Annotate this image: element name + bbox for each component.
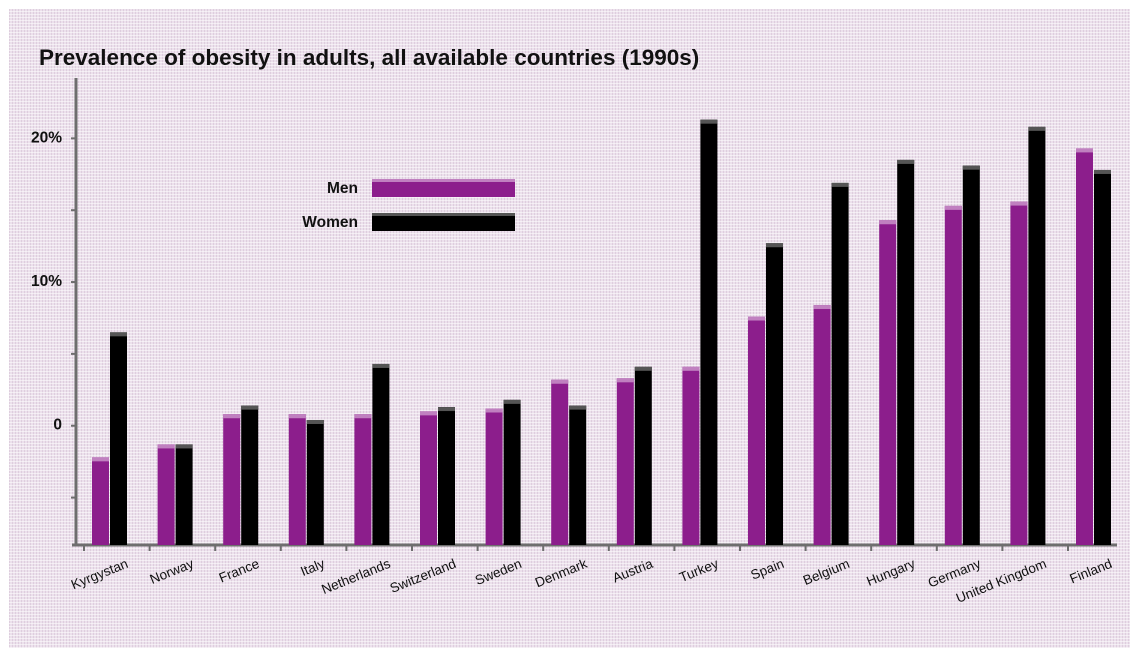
bar-top-highlight <box>944 205 962 210</box>
bar-men <box>485 408 503 545</box>
bar-men <box>420 411 437 545</box>
chart-frame: Prevalence of obesity in adults, all ava… <box>9 9 1130 648</box>
bar-top-highlight <box>503 399 521 404</box>
legend-swatch-men <box>372 179 515 197</box>
bar-top-highlight <box>897 159 915 164</box>
x-category-label: Italy <box>298 556 327 579</box>
bar-top-highlight <box>682 366 700 371</box>
bar-women <box>503 399 521 545</box>
bar-top-highlight <box>879 220 897 225</box>
bar-women <box>438 407 455 545</box>
bar-men <box>748 316 765 545</box>
bar-top-highlight <box>813 305 831 310</box>
bar-women <box>372 363 390 545</box>
bar-top-highlight <box>1094 169 1111 174</box>
y-tick-label: 10% <box>31 273 62 290</box>
legend-swatch-women <box>372 213 515 231</box>
bar-women <box>962 165 980 545</box>
bar-women <box>175 444 193 545</box>
legend-label-women: Women <box>302 214 358 231</box>
legend-label-men: Men <box>327 180 358 197</box>
bar-top-highlight <box>748 316 765 321</box>
bar-top-highlight <box>438 407 455 412</box>
bar-men <box>944 205 962 545</box>
bar-women <box>569 405 587 545</box>
bar-top-highlight <box>354 414 372 419</box>
bar-top-highlight <box>700 119 718 124</box>
legend-swatch-highlight <box>372 213 515 216</box>
bar-men <box>157 444 175 545</box>
bar-top-highlight <box>157 444 175 449</box>
bar-women <box>634 366 652 545</box>
x-category-label: Finland <box>1067 556 1114 586</box>
bar-top-highlight <box>110 332 127 337</box>
bar-men <box>879 220 897 546</box>
bar-top-highlight <box>1010 201 1028 206</box>
bar-top-highlight <box>306 419 324 424</box>
bar-men <box>1010 201 1028 545</box>
bar-women <box>1028 126 1046 546</box>
bar-top-highlight <box>616 378 634 383</box>
bar-women <box>700 119 718 545</box>
x-category-label: Turkey <box>677 556 721 585</box>
bar-top-highlight <box>1028 126 1046 131</box>
x-category-label: Kyrgystan <box>69 556 130 592</box>
bar-women <box>241 405 259 545</box>
bar-women <box>897 159 915 546</box>
bar-women <box>110 332 127 545</box>
bar-top-highlight <box>569 405 587 410</box>
bar-top-highlight <box>634 366 652 371</box>
bar-men <box>92 457 109 545</box>
x-category-label: Hungary <box>864 556 917 589</box>
bar-women <box>831 182 849 545</box>
bar-top-highlight <box>175 444 193 449</box>
bar-top-highlight <box>420 411 437 416</box>
x-category-label: Belgium <box>801 556 852 588</box>
x-category-label: Sweden <box>473 556 524 588</box>
x-category-label: France <box>217 556 262 586</box>
legend-swatch-highlight <box>372 179 515 182</box>
bar-men <box>288 414 306 545</box>
x-category-label: Norway <box>148 556 196 587</box>
y-tick-label: 20% <box>31 129 62 146</box>
chart-title: Prevalence of obesity in adults, all ava… <box>39 45 700 70</box>
bar-top-highlight <box>551 379 569 384</box>
bar-women <box>766 243 783 545</box>
bar-top-highlight <box>1076 148 1093 153</box>
bar-men <box>616 378 634 545</box>
bar-women <box>306 419 324 545</box>
x-category-label: Netherlands <box>319 556 392 597</box>
y-tick-label: 0 <box>53 417 62 434</box>
bar-top-highlight <box>92 457 109 462</box>
x-category-label: Austria <box>610 556 655 586</box>
bar-top-highlight <box>766 243 783 248</box>
bar-men <box>551 379 569 545</box>
bar-men <box>223 414 241 545</box>
x-category-label: Denmark <box>533 556 590 591</box>
bar-men <box>682 366 700 545</box>
bar-men <box>354 414 372 545</box>
x-category-label: Switzerland <box>388 556 458 596</box>
bar-top-highlight <box>223 414 241 419</box>
bar-men <box>1076 148 1093 545</box>
bar-men <box>813 305 831 545</box>
x-category-label: Spain <box>748 556 786 583</box>
bar-women <box>1094 169 1111 545</box>
bar-top-highlight <box>831 182 849 187</box>
bar-top-highlight <box>372 363 390 368</box>
bar-top-highlight <box>241 405 259 410</box>
bar-top-highlight <box>485 408 503 413</box>
bar-top-highlight <box>288 414 306 419</box>
bar-top-highlight <box>962 165 980 170</box>
